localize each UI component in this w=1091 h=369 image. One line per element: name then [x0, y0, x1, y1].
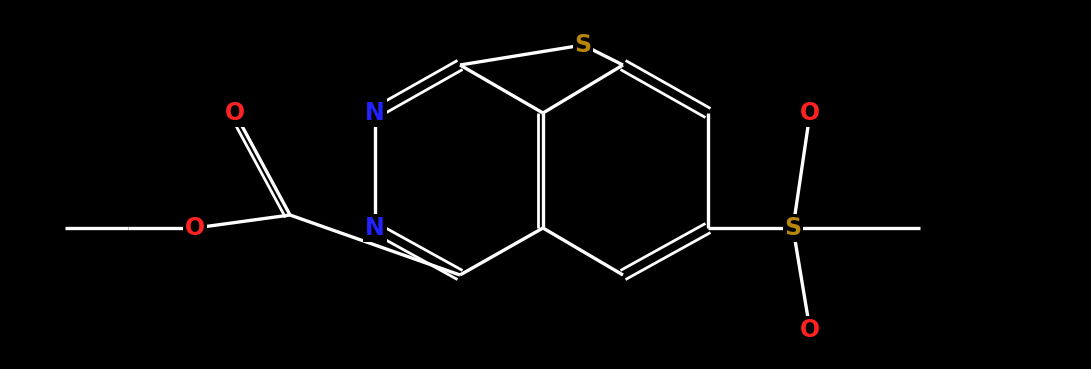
Text: O: O [225, 101, 245, 125]
Text: O: O [185, 216, 205, 240]
Text: O: O [800, 318, 820, 342]
Text: O: O [800, 101, 820, 125]
Text: S: S [575, 33, 591, 57]
Text: S: S [784, 216, 802, 240]
Text: N: N [365, 101, 385, 125]
Text: N: N [365, 216, 385, 240]
